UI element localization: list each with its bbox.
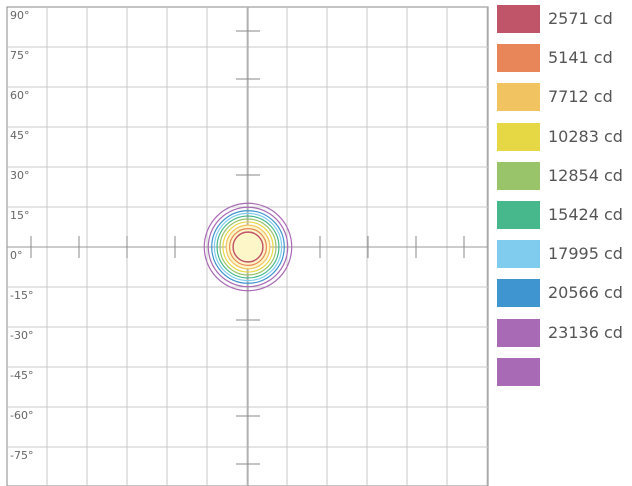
legend-swatch bbox=[497, 44, 540, 73]
legend-swatch bbox=[497, 161, 540, 190]
contour-23136-cd bbox=[207, 206, 289, 288]
y-tick-label: -30° bbox=[10, 329, 33, 342]
y-tick-label: 60° bbox=[10, 89, 30, 102]
legend-label: 5141 cd bbox=[548, 48, 613, 68]
legend-swatch bbox=[497, 83, 540, 112]
legend-label: 15424 cd bbox=[548, 205, 623, 224]
legend-swatch bbox=[497, 240, 540, 269]
contour-17995-cd bbox=[213, 212, 283, 282]
y-tick-label: -45° bbox=[10, 369, 33, 382]
legend-item: 17995 cd bbox=[497, 240, 632, 269]
legend-label: 20566 cd bbox=[548, 283, 623, 303]
axis-ticks bbox=[30, 30, 465, 465]
y-tick-label: 0° bbox=[10, 249, 23, 262]
contour-5141-cd bbox=[229, 228, 268, 267]
legend-swatch bbox=[497, 201, 540, 229]
y-tick-label: 45° bbox=[10, 129, 30, 142]
legend-item: 2571 cd bbox=[497, 5, 632, 33]
y-tick-label: -60° bbox=[10, 409, 33, 422]
contour-innermost bbox=[232, 231, 264, 263]
legend-label: 12854 cd bbox=[548, 165, 623, 185]
contour-10283-cd bbox=[222, 221, 274, 273]
y-tick-label: 90° bbox=[10, 9, 30, 22]
legend-swatch bbox=[497, 357, 540, 386]
legend-item: 20566 cd bbox=[497, 279, 632, 308]
contours bbox=[203, 202, 293, 292]
legend-item-extra bbox=[497, 357, 632, 386]
legend-swatch bbox=[497, 318, 540, 347]
legend-item: 5141 cd bbox=[497, 44, 632, 73]
legend-swatch bbox=[497, 279, 540, 308]
legend-item: 23136 cd bbox=[497, 318, 632, 347]
contour-12854-cd bbox=[219, 218, 277, 276]
legend-item: 10283 cd bbox=[497, 122, 632, 151]
contour-15424-cd bbox=[216, 215, 280, 279]
legend-item: 12854 cd bbox=[497, 161, 632, 190]
legend-label: 7712 cd bbox=[548, 87, 613, 107]
legend-swatch bbox=[497, 5, 540, 33]
y-tick-label: -75° bbox=[10, 449, 33, 462]
legend-item: 15424 cd bbox=[497, 201, 632, 229]
legend-item: 7712 cd bbox=[497, 83, 632, 112]
legend-label: 17995 cd bbox=[548, 244, 623, 264]
legend-label: 10283 cd bbox=[548, 126, 623, 146]
legend-swatch bbox=[497, 122, 540, 151]
y-tick-label: -15° bbox=[10, 289, 33, 302]
y-tick-label: 75° bbox=[10, 49, 30, 62]
y-tick-label: 15° bbox=[10, 209, 30, 222]
contour-outer bbox=[203, 202, 293, 292]
y-tick-label: 30° bbox=[10, 169, 30, 182]
legend-label: 2571 cd bbox=[548, 9, 613, 28]
contour-20566-cd bbox=[211, 210, 285, 284]
y-tick-labels: 90° 75° 60° 45° 30° 15° 0° -15° -30° -45° -60° -75° bbox=[10, 9, 33, 462]
legend-label: 23136 cd bbox=[548, 322, 623, 342]
